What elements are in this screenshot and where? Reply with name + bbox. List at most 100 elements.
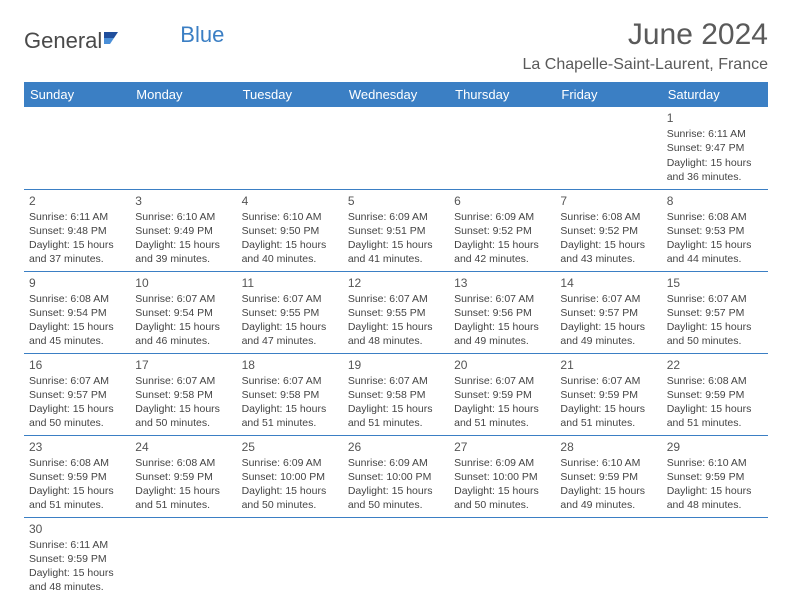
sunrise-line: Sunrise: 6:07 AM: [560, 292, 656, 306]
daylight-line: Daylight: 15 hours and 50 minutes.: [135, 402, 231, 430]
sunset-line: Sunset: 9:54 PM: [135, 306, 231, 320]
daylight-line: Daylight: 15 hours and 51 minutes.: [29, 484, 125, 512]
day-number: 19: [348, 357, 444, 373]
daylight-line: Daylight: 15 hours and 51 minutes.: [667, 402, 763, 430]
sunset-line: Sunset: 9:51 PM: [348, 224, 444, 238]
day-number: 3: [135, 193, 231, 209]
sunrise-line: Sunrise: 6:08 AM: [560, 210, 656, 224]
weekday-header: Friday: [555, 82, 661, 107]
calendar-cell: 1Sunrise: 6:11 AMSunset: 9:47 PMDaylight…: [662, 107, 768, 189]
weekday-header: Sunday: [24, 82, 130, 107]
calendar-cell: 2Sunrise: 6:11 AMSunset: 9:48 PMDaylight…: [24, 189, 130, 271]
sunrise-line: Sunrise: 6:11 AM: [29, 538, 125, 552]
calendar-cell: 14Sunrise: 6:07 AMSunset: 9:57 PMDayligh…: [555, 271, 661, 353]
day-number: 5: [348, 193, 444, 209]
sunrise-line: Sunrise: 6:08 AM: [667, 210, 763, 224]
sunset-line: Sunset: 9:58 PM: [348, 388, 444, 402]
calendar-cell: 27Sunrise: 6:09 AMSunset: 10:00 PMDaylig…: [449, 435, 555, 517]
day-number: 10: [135, 275, 231, 291]
day-number: 26: [348, 439, 444, 455]
sunset-line: Sunset: 9:56 PM: [454, 306, 550, 320]
calendar-cell: 28Sunrise: 6:10 AMSunset: 9:59 PMDayligh…: [555, 435, 661, 517]
calendar-cell: [662, 517, 768, 599]
logo-text-1: General: [24, 28, 102, 54]
daylight-line: Daylight: 15 hours and 50 minutes.: [667, 320, 763, 348]
weekday-header: Wednesday: [343, 82, 449, 107]
calendar-cell: 30Sunrise: 6:11 AMSunset: 9:59 PMDayligh…: [24, 517, 130, 599]
calendar-cell: 15Sunrise: 6:07 AMSunset: 9:57 PMDayligh…: [662, 271, 768, 353]
location: La Chapelle-Saint-Laurent, France: [523, 56, 768, 74]
logo: General Blue: [24, 18, 224, 54]
calendar-cell: [555, 517, 661, 599]
daylight-line: Daylight: 15 hours and 50 minutes.: [348, 484, 444, 512]
calendar-cell: 21Sunrise: 6:07 AMSunset: 9:59 PMDayligh…: [555, 353, 661, 435]
page-title: June 2024: [523, 18, 768, 52]
sunset-line: Sunset: 9:59 PM: [667, 388, 763, 402]
daylight-line: Daylight: 15 hours and 50 minutes.: [29, 402, 125, 430]
sunset-line: Sunset: 9:55 PM: [348, 306, 444, 320]
sunrise-line: Sunrise: 6:09 AM: [454, 456, 550, 470]
calendar-cell: [237, 107, 343, 189]
sunset-line: Sunset: 9:59 PM: [560, 388, 656, 402]
daylight-line: Daylight: 15 hours and 50 minutes.: [242, 484, 338, 512]
weekday-header: Monday: [130, 82, 236, 107]
daylight-line: Daylight: 15 hours and 43 minutes.: [560, 238, 656, 266]
daylight-line: Daylight: 15 hours and 37 minutes.: [29, 238, 125, 266]
sunset-line: Sunset: 10:00 PM: [348, 470, 444, 484]
calendar-row: 23Sunrise: 6:08 AMSunset: 9:59 PMDayligh…: [24, 435, 768, 517]
calendar-row: 9Sunrise: 6:08 AMSunset: 9:54 PMDaylight…: [24, 271, 768, 353]
calendar-cell: 29Sunrise: 6:10 AMSunset: 9:59 PMDayligh…: [662, 435, 768, 517]
daylight-line: Daylight: 15 hours and 40 minutes.: [242, 238, 338, 266]
calendar-cell: 16Sunrise: 6:07 AMSunset: 9:57 PMDayligh…: [24, 353, 130, 435]
calendar-cell: [343, 517, 449, 599]
sunset-line: Sunset: 9:58 PM: [242, 388, 338, 402]
sunset-line: Sunset: 9:57 PM: [667, 306, 763, 320]
calendar-cell: 7Sunrise: 6:08 AMSunset: 9:52 PMDaylight…: [555, 189, 661, 271]
sunset-line: Sunset: 9:58 PM: [135, 388, 231, 402]
header: General Blue June 2024 La Chapelle-Saint…: [24, 18, 768, 74]
day-number: 23: [29, 439, 125, 455]
weekday-header: Saturday: [662, 82, 768, 107]
calendar-cell: 13Sunrise: 6:07 AMSunset: 9:56 PMDayligh…: [449, 271, 555, 353]
logo-text-2: Blue: [180, 22, 224, 48]
day-number: 16: [29, 357, 125, 373]
calendar-cell: 12Sunrise: 6:07 AMSunset: 9:55 PMDayligh…: [343, 271, 449, 353]
calendar-cell: 24Sunrise: 6:08 AMSunset: 9:59 PMDayligh…: [130, 435, 236, 517]
daylight-line: Daylight: 15 hours and 51 minutes.: [560, 402, 656, 430]
sunrise-line: Sunrise: 6:07 AM: [454, 292, 550, 306]
calendar-cell: 8Sunrise: 6:08 AMSunset: 9:53 PMDaylight…: [662, 189, 768, 271]
sunset-line: Sunset: 9:59 PM: [29, 552, 125, 566]
sunset-line: Sunset: 9:57 PM: [560, 306, 656, 320]
weekday-header: Thursday: [449, 82, 555, 107]
sunrise-line: Sunrise: 6:11 AM: [667, 127, 763, 141]
sunset-line: Sunset: 9:52 PM: [454, 224, 550, 238]
sunrise-line: Sunrise: 6:07 AM: [454, 374, 550, 388]
sunset-line: Sunset: 9:52 PM: [560, 224, 656, 238]
sunset-line: Sunset: 9:57 PM: [29, 388, 125, 402]
calendar-cell: 9Sunrise: 6:08 AMSunset: 9:54 PMDaylight…: [24, 271, 130, 353]
daylight-line: Daylight: 15 hours and 42 minutes.: [454, 238, 550, 266]
calendar-cell: 18Sunrise: 6:07 AMSunset: 9:58 PMDayligh…: [237, 353, 343, 435]
calendar-cell: 20Sunrise: 6:07 AMSunset: 9:59 PMDayligh…: [449, 353, 555, 435]
sunrise-line: Sunrise: 6:08 AM: [135, 456, 231, 470]
calendar-body: 1Sunrise: 6:11 AMSunset: 9:47 PMDaylight…: [24, 107, 768, 599]
day-number: 7: [560, 193, 656, 209]
sunrise-line: Sunrise: 6:07 AM: [29, 374, 125, 388]
calendar-cell: [449, 517, 555, 599]
calendar-row: 1Sunrise: 6:11 AMSunset: 9:47 PMDaylight…: [24, 107, 768, 189]
day-number: 2: [29, 193, 125, 209]
daylight-line: Daylight: 15 hours and 48 minutes.: [348, 320, 444, 348]
sunrise-line: Sunrise: 6:08 AM: [29, 456, 125, 470]
day-number: 25: [242, 439, 338, 455]
sunrise-line: Sunrise: 6:07 AM: [135, 374, 231, 388]
sunrise-line: Sunrise: 6:10 AM: [135, 210, 231, 224]
sunrise-line: Sunrise: 6:10 AM: [667, 456, 763, 470]
calendar-cell: 25Sunrise: 6:09 AMSunset: 10:00 PMDaylig…: [237, 435, 343, 517]
calendar-cell: 3Sunrise: 6:10 AMSunset: 9:49 PMDaylight…: [130, 189, 236, 271]
day-number: 17: [135, 357, 231, 373]
sunrise-line: Sunrise: 6:09 AM: [348, 456, 444, 470]
calendar-row: 16Sunrise: 6:07 AMSunset: 9:57 PMDayligh…: [24, 353, 768, 435]
day-number: 6: [454, 193, 550, 209]
calendar-cell: 11Sunrise: 6:07 AMSunset: 9:55 PMDayligh…: [237, 271, 343, 353]
calendar-cell: [24, 107, 130, 189]
